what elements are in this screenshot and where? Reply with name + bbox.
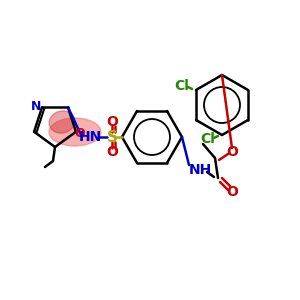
Text: O: O [226, 145, 238, 159]
Text: Cl: Cl [175, 79, 190, 93]
Text: O: O [75, 127, 85, 140]
Text: O: O [106, 115, 118, 129]
Text: S: S [106, 130, 118, 145]
Ellipse shape [49, 111, 75, 133]
Text: O: O [226, 185, 238, 199]
Text: O: O [106, 145, 118, 159]
Text: NH: NH [188, 163, 212, 177]
Text: HN: HN [78, 130, 102, 144]
Ellipse shape [49, 118, 101, 146]
Text: Cl: Cl [201, 132, 215, 146]
Text: N: N [31, 100, 41, 113]
